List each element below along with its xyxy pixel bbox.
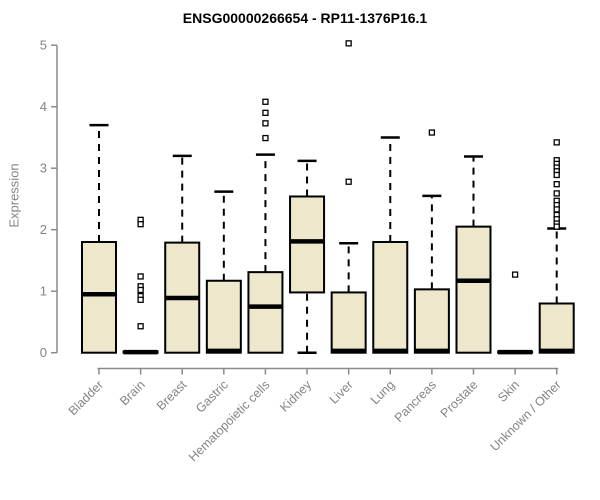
y-tick-label: 5 <box>40 38 47 53</box>
outlier-point <box>262 109 269 116</box>
x-tick-label: Prostate <box>438 378 481 421</box>
x-tick-label: Gastric <box>193 378 231 416</box>
y-tick-label: 3 <box>40 161 47 176</box>
box-hematopoietic-cells <box>247 271 284 354</box>
x-tick-label: Hematopoietic cells <box>186 378 273 465</box>
outlier-point <box>262 98 269 105</box>
x-tick-label: Brain <box>117 378 148 409</box>
outlier-point <box>553 171 560 179</box>
outlier-point <box>553 206 560 213</box>
outlier-point <box>511 271 519 278</box>
outlier-point <box>553 139 560 146</box>
x-tick-label: Kidney <box>277 377 314 414</box>
outlier-point <box>137 323 144 330</box>
outlier-point <box>137 221 144 228</box>
outlier-point <box>262 120 269 127</box>
x-tick-label: Liver <box>327 378 356 407</box>
box-liver <box>330 291 367 354</box>
outlier-point <box>345 178 352 185</box>
outlier-point <box>137 286 144 294</box>
box-bladder <box>81 241 117 354</box>
box-gastric <box>205 279 242 354</box>
outlier-point <box>553 190 560 197</box>
x-tick-label: Skin <box>495 378 522 405</box>
outlier-point <box>428 129 436 136</box>
y-tick-label: 1 <box>40 284 47 299</box>
x-tick-label: Lung <box>368 378 398 408</box>
y-tick-label: 2 <box>40 222 47 237</box>
outlier-point <box>553 181 560 188</box>
outlier-point <box>345 40 352 47</box>
box-kidney <box>289 195 326 294</box>
outlier-point <box>137 296 144 303</box>
box-pancreas <box>413 288 450 354</box>
x-tick-label: Bladder <box>66 378 106 418</box>
outlier-point <box>262 134 269 142</box>
box-lung <box>372 241 409 354</box>
outlier-point <box>137 273 144 280</box>
y-tick-label: 4 <box>40 99 47 114</box>
x-tick-label: Pancreas <box>392 378 439 425</box>
outlier-point <box>553 223 560 230</box>
y-tick-label: 0 <box>40 345 47 360</box>
chart-title: ENSG00000266654 - RP11-1376P16.1 <box>182 10 428 26</box>
x-tick-label: Breast <box>154 377 190 413</box>
x-tick-label: Unknown / Other <box>488 378 564 454</box>
box-prostate <box>455 225 492 354</box>
box-unknown-other <box>538 302 575 354</box>
y-axis-title: Expression <box>6 163 22 228</box>
